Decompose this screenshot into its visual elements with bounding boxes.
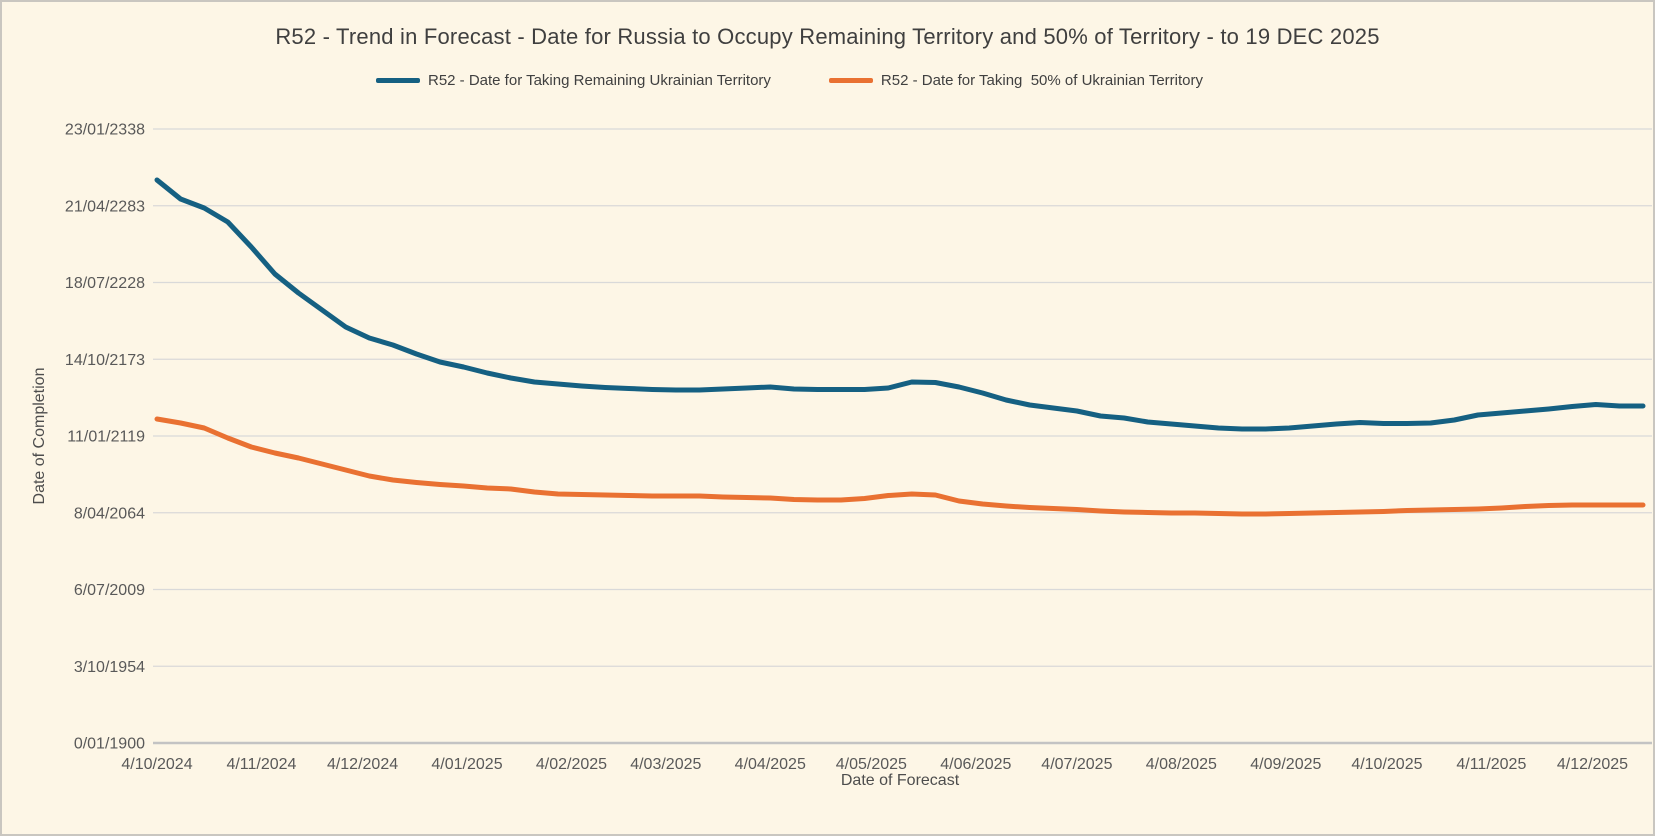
x-tick-label: 4/11/2024 xyxy=(226,756,296,773)
x-tick-label: 4/07/2025 xyxy=(1041,756,1112,773)
x-tick-label: 4/12/2025 xyxy=(1557,756,1628,773)
legend-item-remaining-territory: R52 - Date for Taking Remaining Ukrainia… xyxy=(375,72,771,89)
y-tick-label: 21/04/2283 xyxy=(65,198,145,215)
series-line-remaining-territory xyxy=(154,177,1646,432)
y-axis-title: Date of Completion xyxy=(31,367,48,505)
legend: R52 - Date for Taking Remaining Ukrainia… xyxy=(2,72,1615,89)
x-tick-label: 4/01/2025 xyxy=(431,756,502,773)
legend-item-fifty-percent: R52 - Date for Taking 50% of Ukrainian T… xyxy=(828,72,1204,89)
series-line-fifty-percent xyxy=(154,416,1646,517)
legend-label-remaining-territory: R52 - Date for Taking Remaining Ukrainia… xyxy=(427,72,771,89)
y-tick-label: 23/01/2338 xyxy=(65,122,145,139)
y-tick-label: 18/07/2228 xyxy=(65,275,145,292)
chart-title: R52 - Trend in Forecast - Date for Russi… xyxy=(275,24,1380,49)
x-tick-label: 4/02/2025 xyxy=(536,756,607,773)
x-tick-label: 4/09/2025 xyxy=(1250,756,1321,773)
x-tick-label: 4/04/2025 xyxy=(735,756,806,773)
y-tick-label: 14/10/2173 xyxy=(65,352,145,369)
x-tick-label: 4/11/2025 xyxy=(1456,756,1526,773)
legend-line-swatch-orange xyxy=(828,78,873,83)
legend-label-fifty-percent: R52 - Date for Taking 50% of Ukrainian T… xyxy=(880,72,1204,89)
x-tick-label: 4/05/2025 xyxy=(836,756,907,773)
x-tick-label: 4/10/2024 xyxy=(121,756,192,773)
x-tick-label: 4/12/2024 xyxy=(327,756,398,773)
y-tick-label: 6/07/2009 xyxy=(74,582,145,599)
y-tick-label: 11/01/2119 xyxy=(67,429,145,446)
y-tick-label: 0/01/1900 xyxy=(74,736,145,753)
x-tick-label: 4/03/2025 xyxy=(630,756,701,773)
y-tick-label: 3/10/1954 xyxy=(74,659,145,676)
x-tick-label: 4/08/2025 xyxy=(1146,756,1217,773)
x-axis-title: Date of Forecast xyxy=(840,772,960,789)
x-tick-label: 4/10/2025 xyxy=(1351,756,1422,773)
y-tick-label: 8/04/2064 xyxy=(74,505,145,522)
legend-line-swatch-blue xyxy=(375,78,420,83)
x-tick-label: 4/06/2025 xyxy=(940,756,1011,773)
